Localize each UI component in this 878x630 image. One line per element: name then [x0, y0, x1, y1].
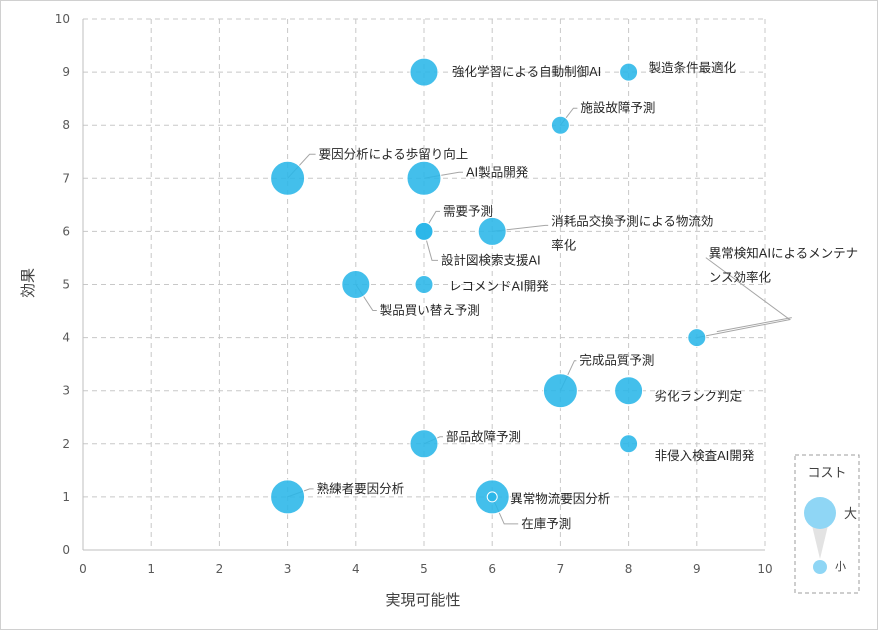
y-tick-label: 9	[62, 65, 70, 79]
bubble	[619, 62, 639, 82]
x-tick-label: 10	[757, 562, 772, 576]
point-label: 設計図検索支援AI	[441, 252, 541, 267]
cost-legend: コスト 大 小	[794, 454, 860, 594]
bubble	[486, 491, 498, 503]
x-tick-label: 5	[420, 562, 428, 576]
bubble	[406, 160, 442, 196]
axes: 0 1 2 3 4 5 6 7 8 9 10 0 1 2 3 4 5 6 7 8 9 10	[55, 12, 773, 576]
point-label: 消耗品交換予測による物流効率化	[551, 213, 713, 252]
point-label: 要因分析による歩留り向上	[319, 146, 469, 161]
leader-line	[492, 224, 549, 232]
x-tick-label: 1	[147, 562, 155, 576]
point-label: 非侵入検査AI開発	[655, 448, 755, 463]
bubble	[414, 275, 434, 294]
legend-large-label: 大	[844, 507, 857, 522]
point-label: 製造条件最適化	[649, 60, 737, 75]
x-tick-label: 8	[625, 562, 633, 576]
leader-line	[696, 257, 792, 339]
y-tick-label: 3	[62, 384, 70, 398]
legend-bubble-large	[804, 497, 836, 529]
point-label: レコメンドAI開発	[449, 279, 549, 294]
y-tick-label: 6	[62, 224, 70, 238]
y-tick-label: 2	[62, 437, 70, 451]
bubble	[542, 373, 578, 409]
leader-lines	[287, 107, 792, 525]
y-axis-title: 効果	[19, 268, 37, 298]
point-label: 異常物流要因分析	[510, 491, 610, 506]
bubble	[687, 328, 707, 348]
y-tick-label: 0	[62, 543, 70, 557]
x-tick-label: 4	[352, 562, 360, 576]
bubble	[477, 216, 507, 246]
bubble	[409, 429, 439, 459]
y-tick-label: 10	[55, 12, 70, 26]
point-label: 在庫予測	[521, 516, 571, 531]
y-tick-label: 4	[62, 331, 70, 345]
bubble	[341, 270, 371, 299]
y-tick-label: 5	[62, 278, 70, 292]
y-tick-label: 1	[62, 490, 70, 504]
point-label: 強化学習による自動制御AI	[452, 64, 601, 79]
bubble	[614, 376, 644, 406]
point-label: 異常検知AIによるメンテナンス効率化	[709, 246, 858, 285]
point-label: 劣化ランク判定	[655, 389, 743, 404]
x-tick-label: 7	[557, 562, 565, 576]
bubble	[409, 57, 439, 87]
x-tick-label: 3	[284, 562, 292, 576]
point-label: 需要予測	[443, 203, 493, 218]
legend-title: コスト	[807, 466, 846, 481]
point-label: 部品故障予測	[446, 429, 521, 444]
x-axis-title: 実現可能性	[385, 591, 460, 609]
point-label: 完成品質予測	[579, 353, 654, 368]
x-tick-label: 9	[693, 562, 701, 576]
leader-line	[423, 231, 438, 261]
point-label: 熟練者要因分析	[317, 481, 405, 496]
leader-line	[716, 317, 792, 333]
point-label: AI製品開発	[466, 164, 529, 179]
x-tick-label: 2	[216, 562, 224, 576]
bubble	[270, 479, 306, 515]
y-tick-label: 8	[62, 118, 70, 132]
x-tick-label: 0	[79, 562, 87, 576]
bubble	[270, 160, 306, 196]
bubbles	[270, 57, 707, 515]
point-label: 製品買い替え予測	[380, 303, 480, 318]
point-label: 施設故障予測	[580, 100, 655, 115]
bubble	[619, 434, 639, 454]
legend-small-label: 小	[835, 560, 846, 573]
legend-bubble-small	[813, 560, 827, 574]
x-tick-label: 6	[488, 562, 496, 576]
bubble	[550, 115, 570, 135]
y-tick-label: 7	[62, 171, 70, 185]
bubble	[414, 221, 434, 241]
